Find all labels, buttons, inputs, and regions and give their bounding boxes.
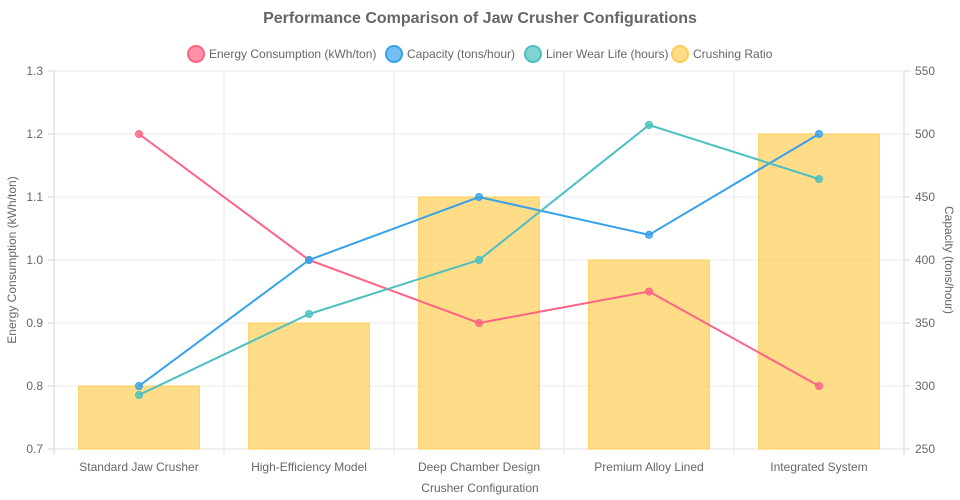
- point-energy: [815, 382, 823, 390]
- point-liner: [305, 310, 313, 318]
- legend-item[interactable]: Liner Wear Life (hours): [524, 45, 669, 63]
- y2-tick-label: 550: [915, 64, 935, 78]
- x-tick-label: Deep Chamber Design: [418, 460, 540, 474]
- y-tick-label: 1.2: [26, 127, 43, 141]
- point-energy: [135, 130, 143, 138]
- y-tick-label: 0.7: [26, 442, 43, 456]
- point-capacity: [475, 193, 483, 201]
- legend-item[interactable]: Crushing Ratio: [671, 45, 773, 63]
- y2-tick-label: 350: [915, 316, 935, 330]
- point-capacity: [135, 382, 143, 390]
- x-tick-label: Premium Alloy Lined: [594, 460, 703, 474]
- legend-label: Liner Wear Life (hours): [546, 47, 669, 61]
- legend: Energy Consumption (kWh/ton) Capacity (to…: [187, 45, 773, 63]
- x-axis-title: Crusher Configuration: [421, 481, 538, 495]
- legend-swatch: [187, 45, 205, 63]
- point-liner: [135, 391, 143, 399]
- y-tick-label: 0.9: [26, 316, 43, 330]
- point-capacity: [305, 256, 313, 264]
- y-tick-label: 1.3: [26, 64, 43, 78]
- point-capacity: [645, 230, 653, 239]
- point-energy: [645, 287, 653, 296]
- point-capacity: [815, 130, 823, 138]
- legend-label: Crushing Ratio: [693, 47, 773, 61]
- legend-swatch: [385, 45, 403, 63]
- bar-crushing-ratio: [248, 322, 370, 450]
- point-energy: [475, 319, 483, 327]
- point-liner: [815, 175, 823, 183]
- legend-swatch: [671, 45, 689, 63]
- legend-item[interactable]: Capacity (tons/hour): [385, 45, 515, 63]
- x-tick-label: Integrated System: [770, 460, 867, 474]
- point-liner: [645, 121, 653, 129]
- y2-tick-label: 300: [915, 379, 935, 393]
- y-axis-left-title: Energy Consumption (kWh/ton): [5, 176, 19, 343]
- legend-label: Capacity (tons/hour): [407, 47, 515, 61]
- chart-title: Performance Comparison of Jaw Crusher Co…: [263, 10, 697, 27]
- x-tick-label: Standard Jaw Crusher: [79, 460, 198, 474]
- point-liner: [475, 256, 483, 264]
- y2-tick-label: 500: [915, 127, 935, 141]
- lines: [135, 121, 823, 399]
- legend-swatch: [524, 45, 542, 63]
- y-tick-label: 1.0: [26, 253, 43, 267]
- bars: [78, 133, 880, 450]
- y-axis-right-title: Capacity (tons/hour): [942, 206, 956, 314]
- y2-tick-label: 400: [915, 253, 935, 267]
- x-tick-label: High-Efficiency Model: [251, 460, 367, 474]
- legend-item[interactable]: Energy Consumption (kWh/ton): [187, 45, 376, 63]
- y2-tick-label: 250: [915, 442, 935, 456]
- legend-label: Energy Consumption (kWh/ton): [209, 47, 376, 61]
- y-tick-label: 1.1: [26, 190, 43, 204]
- y-axis-left: 0.7 0.8 0.9 1.0 1.1 1.2 1.3: [26, 64, 54, 456]
- x-axis: Standard Jaw Crusher High-Efficiency Mode…: [79, 460, 867, 474]
- bar-crushing-ratio: [758, 133, 880, 450]
- y-axis-right: 250 300 350 400 450 500 550: [904, 64, 935, 456]
- y-tick-label: 0.8: [26, 379, 43, 393]
- y2-tick-label: 450: [915, 190, 935, 204]
